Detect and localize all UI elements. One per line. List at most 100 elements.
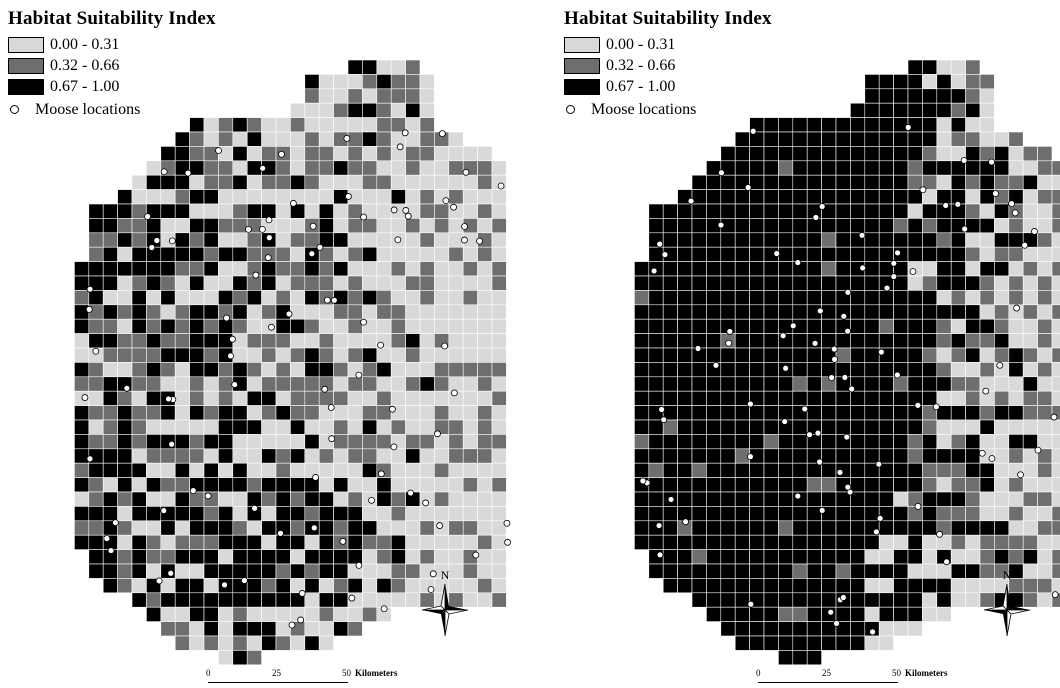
hsi-cell: [448, 520, 464, 536]
hsi-cell: [290, 347, 306, 363]
moose-point: [168, 440, 176, 448]
hsi-cell: [950, 592, 966, 608]
hsi-cell: [146, 333, 162, 349]
hsi-cell: [246, 621, 262, 637]
hsi-cell: [218, 189, 234, 205]
hsi-cell: [462, 448, 478, 464]
hsi-cell: [965, 261, 981, 277]
hsi-cell: [662, 434, 678, 450]
hsi-cell: [994, 333, 1010, 349]
hsi-cell: [261, 592, 277, 608]
hsi-cell: [936, 578, 952, 594]
hsi-cell: [131, 232, 147, 248]
hsi-cell: [477, 304, 493, 320]
moose-point: [155, 577, 163, 585]
hsi-cell: [806, 650, 822, 666]
moose-point: [153, 237, 161, 244]
moose-point: [144, 213, 151, 220]
hsi-cell: [965, 318, 981, 334]
hsi-cell: [634, 275, 650, 291]
hsi-cell: [950, 318, 966, 334]
hsi-cell: [491, 189, 507, 205]
hsi-cell: [160, 549, 176, 565]
hsi-cell: [979, 304, 995, 320]
hsi-cell: [662, 232, 678, 248]
hsi-cell: [1008, 218, 1024, 234]
hsi-cell: [734, 261, 750, 277]
moose-point: [434, 430, 441, 438]
hsi-cell: [749, 563, 765, 579]
hsi-cell: [634, 304, 650, 320]
hsi-cell: [720, 390, 736, 406]
hsi-cell: [275, 549, 291, 565]
hsi-cell: [174, 146, 190, 162]
hsi-cell: [74, 333, 90, 349]
hsi-cell: [720, 520, 736, 536]
hsi-cell: [448, 246, 464, 262]
hsi-cell: [734, 290, 750, 306]
hsi-cell: [246, 203, 262, 219]
hsi-cell: [117, 390, 133, 406]
hsi-cell: [218, 534, 234, 550]
hsi-cell: [950, 549, 966, 565]
hsi-cell: [648, 203, 664, 219]
hsi-cell: [347, 304, 363, 320]
hsi-cell: [146, 275, 162, 291]
hsi-cell: [734, 534, 750, 550]
hsi-cell: [318, 347, 334, 363]
moose-point: [189, 487, 197, 495]
hsi-cell: [677, 304, 693, 320]
hsi-cell: [864, 174, 880, 190]
hsi-cell: [936, 304, 952, 320]
moose-point: [240, 577, 248, 584]
hsi-cell: [878, 592, 894, 608]
hsi-cell: [720, 578, 736, 594]
hsi-cell: [778, 635, 794, 651]
hsi-cell: [821, 635, 837, 651]
hsi-cell: [778, 160, 794, 176]
hsi-cell: [965, 131, 981, 147]
hsi-cell: [189, 592, 205, 608]
hsi-cell: [318, 174, 334, 190]
hsi-cell: [318, 203, 334, 219]
hsi-cell: [677, 448, 693, 464]
hsi-cell: [275, 434, 291, 450]
hsi-cell: [304, 304, 320, 320]
hsi-cell: [821, 448, 837, 464]
moose-point: [818, 203, 826, 210]
hsi-cell: [318, 275, 334, 291]
hsi-cell: [850, 304, 866, 320]
moose-point: [833, 619, 840, 627]
hsi-cell: [189, 203, 205, 219]
hsi-cell: [778, 261, 794, 277]
hsi-cell: [189, 232, 205, 248]
hsi-cell: [720, 563, 736, 579]
hsi-cell: [333, 477, 349, 493]
hsi-cell: [405, 592, 421, 608]
hsi-cell: [691, 275, 707, 291]
hsi-cell: [907, 549, 923, 565]
hsi-cell: [893, 448, 909, 464]
hsi-cell: [88, 290, 104, 306]
hsi-cell: [131, 390, 147, 406]
hsi-cell: [1008, 174, 1024, 190]
hsi-cell: [232, 506, 248, 522]
hsi-cell: [232, 635, 248, 651]
hsi-cell: [720, 477, 736, 493]
hsi-cell: [318, 477, 334, 493]
hsi-cell: [419, 88, 435, 104]
hsi-cell: [706, 333, 722, 349]
hsi-cell: [290, 448, 306, 464]
hsi-cell: [979, 506, 995, 522]
hsi-cell: [1008, 405, 1024, 421]
hsi-cell: [347, 88, 363, 104]
hsi-cell: [922, 117, 938, 133]
hsi-cell: [462, 534, 478, 550]
hsi-cell: [1022, 160, 1038, 176]
hsi-cell: [749, 462, 765, 478]
hsi-cell: [102, 434, 118, 450]
hsi-cell: [936, 59, 952, 75]
hsi-cell: [362, 275, 378, 291]
hsi-cell: [74, 290, 90, 306]
hsi-cell: [734, 506, 750, 522]
